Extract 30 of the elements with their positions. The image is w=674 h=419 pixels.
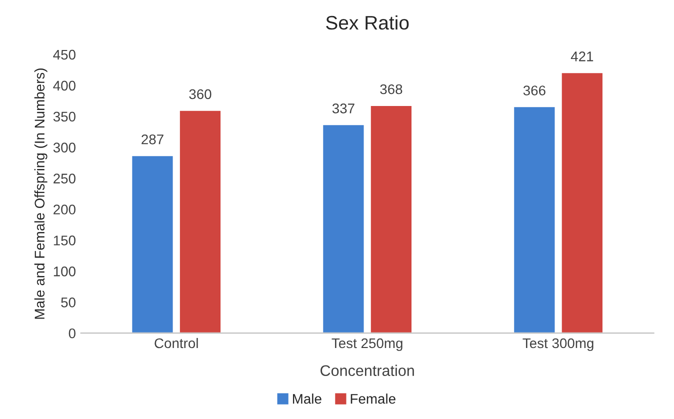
y-tick-label: 0 — [68, 328, 76, 338]
x-tick-label: Test 250mg — [332, 338, 402, 351]
y-tick-label: 50 — [61, 297, 76, 308]
legend-label: Male — [292, 394, 322, 404]
y-tick-label: 400 — [53, 80, 76, 91]
y-tick-label: 250 — [54, 174, 76, 184]
bar — [512, 106, 556, 334]
data-label: 368 — [380, 84, 402, 94]
data-label: 421 — [570, 52, 594, 62]
bar — [322, 124, 366, 334]
y-axis-title: Male and Female Offspring (In Numbers) — [34, 68, 48, 319]
data-label: 360 — [189, 89, 212, 100]
x-tick-label: Control — [154, 338, 198, 348]
y-tick-label: 200 — [54, 204, 76, 214]
bar — [560, 72, 604, 334]
y-tick-label: 450 — [53, 50, 76, 60]
bar — [178, 110, 222, 334]
legend-label: Female — [350, 394, 396, 404]
y-tick-label: 150 — [54, 236, 76, 246]
x-tick-label: Test 300mg — [522, 338, 594, 351]
chart-title: Sex Ratio — [326, 15, 409, 30]
data-label: 287 — [142, 134, 164, 144]
y-tick-label: 300 — [53, 142, 76, 153]
y-tick-label: 100 — [54, 266, 76, 276]
x-axis-title: Concentration — [320, 364, 414, 376]
data-label: 337 — [332, 104, 354, 114]
bar — [130, 154, 174, 334]
bar — [370, 104, 413, 334]
y-tick-label: 350 — [53, 112, 76, 122]
data-label: 366 — [523, 86, 546, 96]
